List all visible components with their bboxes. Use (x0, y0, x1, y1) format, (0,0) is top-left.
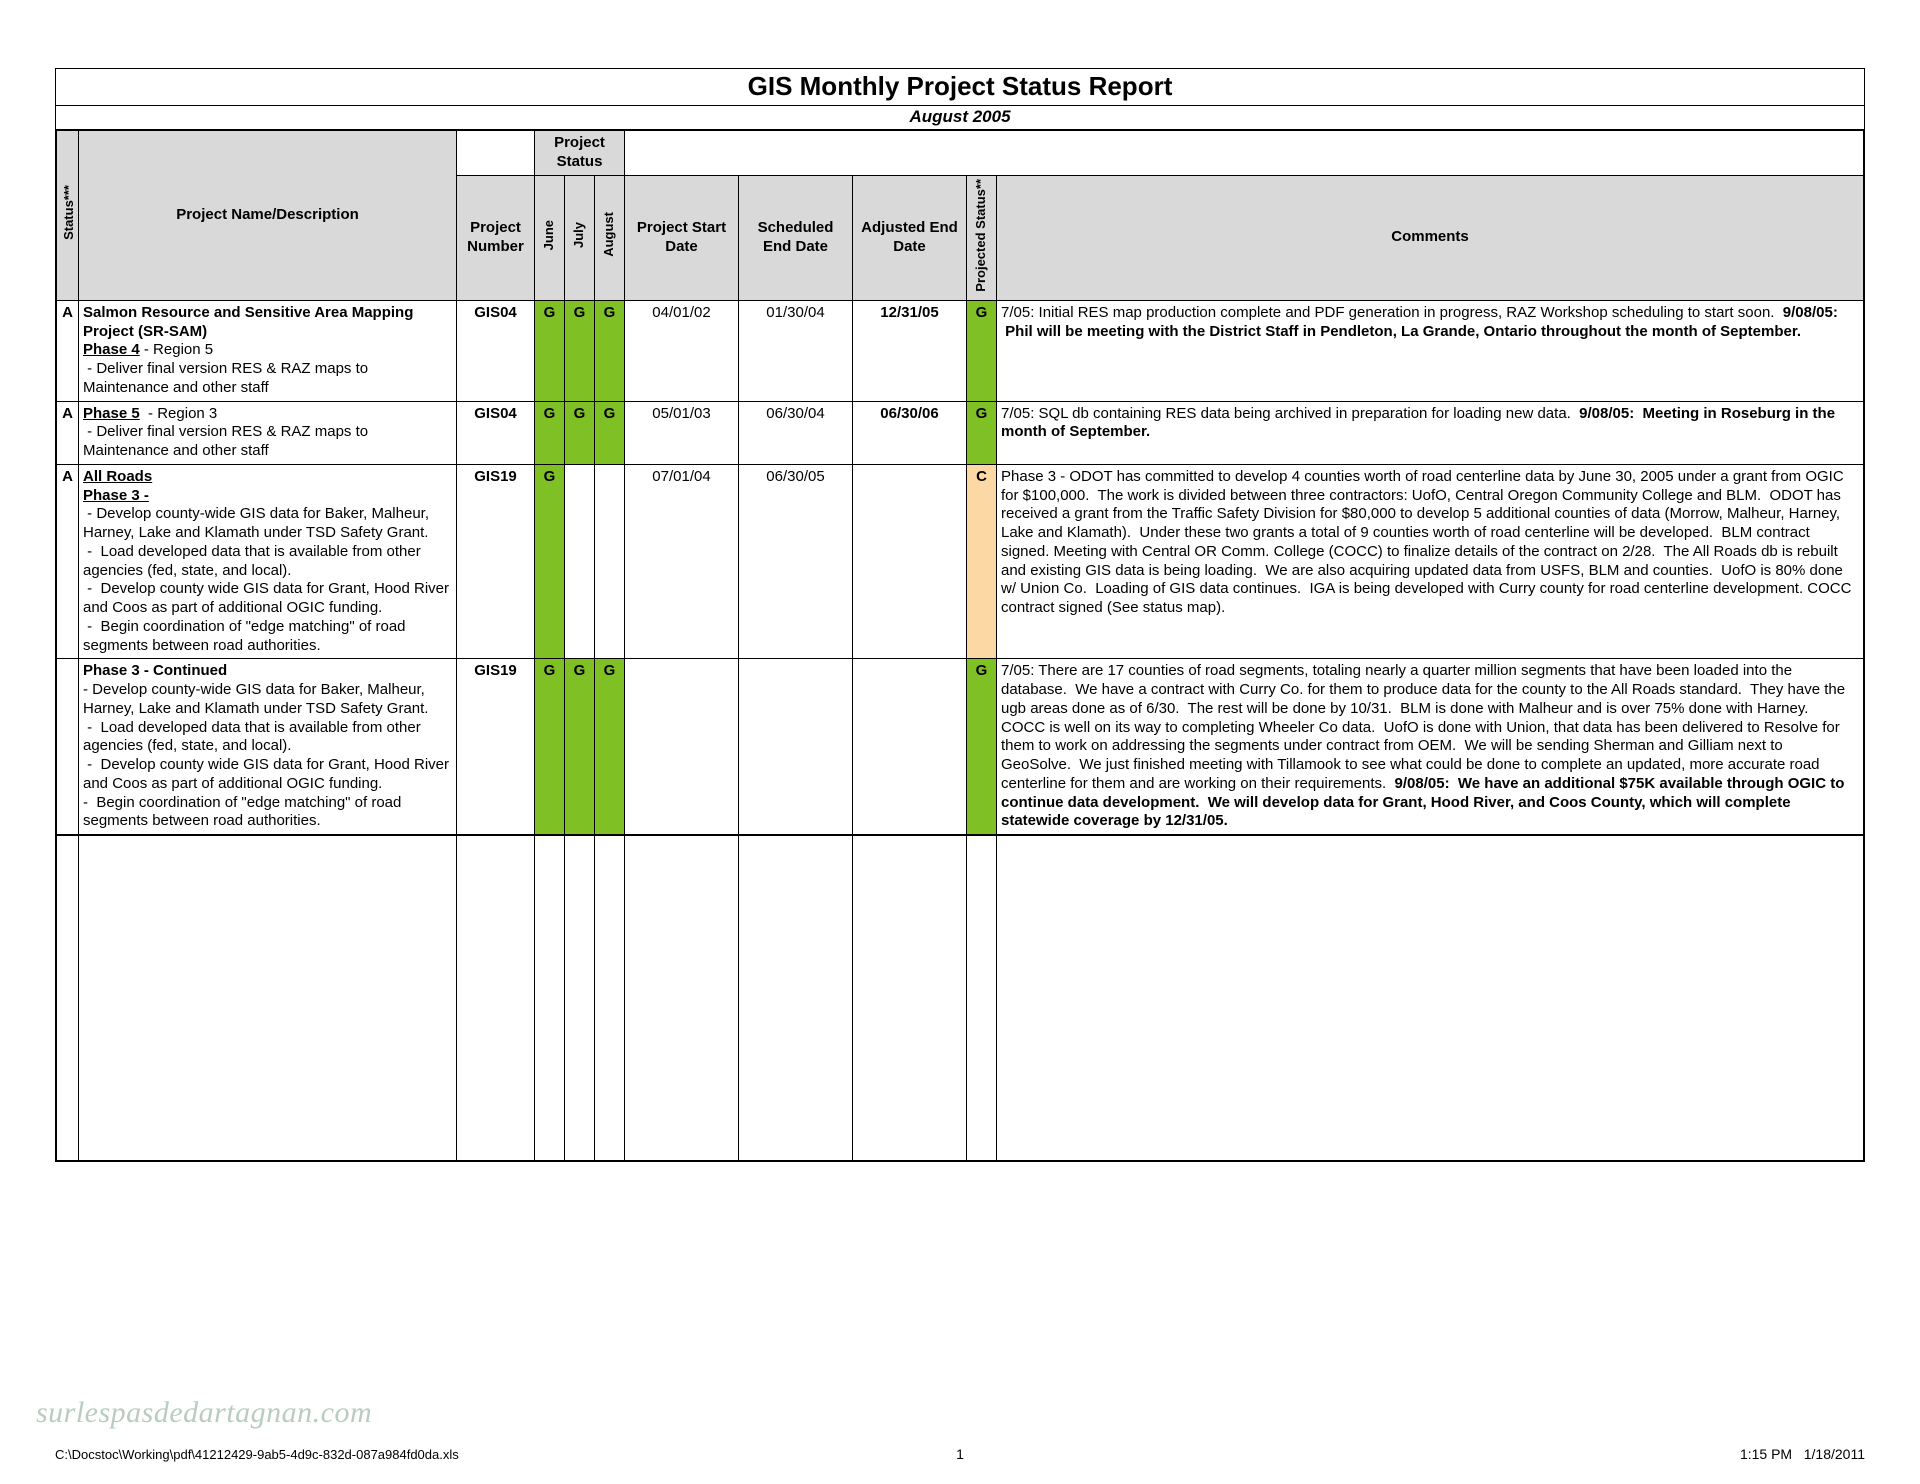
blank-head-2 (625, 131, 1864, 176)
adj-cell: 06/30/06 (853, 401, 967, 464)
month-cell: G (565, 300, 595, 401)
sched-cell: 06/30/05 (739, 464, 853, 659)
table-row: APhase 5 - Region 3 - Deliver final vers… (57, 401, 1864, 464)
month-cell (595, 464, 625, 659)
month-cell: G (565, 401, 595, 464)
start-cell (625, 659, 739, 835)
status-cell: A (57, 464, 79, 659)
status-cell: A (57, 401, 79, 464)
page-footer: C:\Docstoc\Working\pdf\41212429-9ab5-4d9… (55, 1446, 1865, 1462)
name-cell: All RoadsPhase 3 - - Develop county-wide… (79, 464, 457, 659)
sched-cell: 06/30/04 (739, 401, 853, 464)
number-cell: GIS04 (457, 401, 535, 464)
col-projected: Projected Status** (967, 175, 997, 300)
name-cell: Phase 3 - Continued- Develop county-wide… (79, 659, 457, 835)
adj-cell (853, 659, 967, 835)
col-sched-end: Scheduled End Date (739, 175, 853, 300)
projected-cell: C (967, 464, 997, 659)
status-cell: A (57, 300, 79, 401)
projected-cell: G (967, 401, 997, 464)
col-june: June (535, 175, 565, 300)
file-path: C:\Docstoc\Working\pdf\41212429-9ab5-4d9… (55, 1447, 459, 1462)
month-cell (565, 464, 595, 659)
month-cell: G (595, 300, 625, 401)
month-cell: G (535, 659, 565, 835)
report-frame: GIS Monthly Project Status Report August… (55, 68, 1865, 1162)
month-cell: G (535, 464, 565, 659)
col-august: August (595, 175, 625, 300)
table-row: ASalmon Resource and Sensitive Area Mapp… (57, 300, 1864, 401)
watermark: surlespasdedartagnan.com (36, 1396, 372, 1430)
status-table: Status*** Project Name/Description Proje… (56, 130, 1864, 835)
page-number: 1 (956, 1446, 964, 1462)
project-status-section: Project Status (535, 131, 625, 176)
month-cell: G (535, 300, 565, 401)
sched-cell: 01/30/04 (739, 300, 853, 401)
start-cell: 04/01/02 (625, 300, 739, 401)
col-status: Status*** (57, 131, 79, 301)
comments-cell: 7/05: SQL db containing RES data being a… (997, 401, 1864, 464)
trailing-space (56, 835, 1864, 1161)
name-cell: Salmon Resource and Sensitive Area Mappi… (79, 300, 457, 401)
status-cell (57, 659, 79, 835)
comments-cell: 7/05: There are 17 counties of road segm… (997, 659, 1864, 835)
month-cell: G (595, 659, 625, 835)
comments-cell: 7/05: Initial RES map production complet… (997, 300, 1864, 401)
sched-cell (739, 659, 853, 835)
start-cell: 07/01/04 (625, 464, 739, 659)
month-cell: G (535, 401, 565, 464)
projected-cell: G (967, 300, 997, 401)
number-cell: GIS19 (457, 464, 535, 659)
col-start-date: Project Start Date (625, 175, 739, 300)
col-name: Project Name/Description (79, 131, 457, 301)
col-comments: Comments (997, 175, 1864, 300)
col-number: Project Number (457, 175, 535, 300)
timestamp: 1:15 PM 1/18/2011 (1740, 1446, 1865, 1462)
report-period: August 2005 (56, 106, 1864, 130)
number-cell: GIS19 (457, 659, 535, 835)
blank-head (457, 131, 535, 176)
report-title: GIS Monthly Project Status Report (56, 69, 1864, 106)
number-cell: GIS04 (457, 300, 535, 401)
start-cell: 05/01/03 (625, 401, 739, 464)
adj-cell: 12/31/05 (853, 300, 967, 401)
name-cell: Phase 5 - Region 3 - Deliver final versi… (79, 401, 457, 464)
col-adj-end: Adjusted End Date (853, 175, 967, 300)
comments-cell: Phase 3 - ODOT has committed to develop … (997, 464, 1864, 659)
projected-cell: G (967, 659, 997, 835)
table-row: AAll RoadsPhase 3 - - Develop county-wid… (57, 464, 1864, 659)
table-row: Phase 3 - Continued- Develop county-wide… (57, 659, 1864, 835)
month-cell: G (565, 659, 595, 835)
month-cell: G (595, 401, 625, 464)
col-july: July (565, 175, 595, 300)
adj-cell (853, 464, 967, 659)
